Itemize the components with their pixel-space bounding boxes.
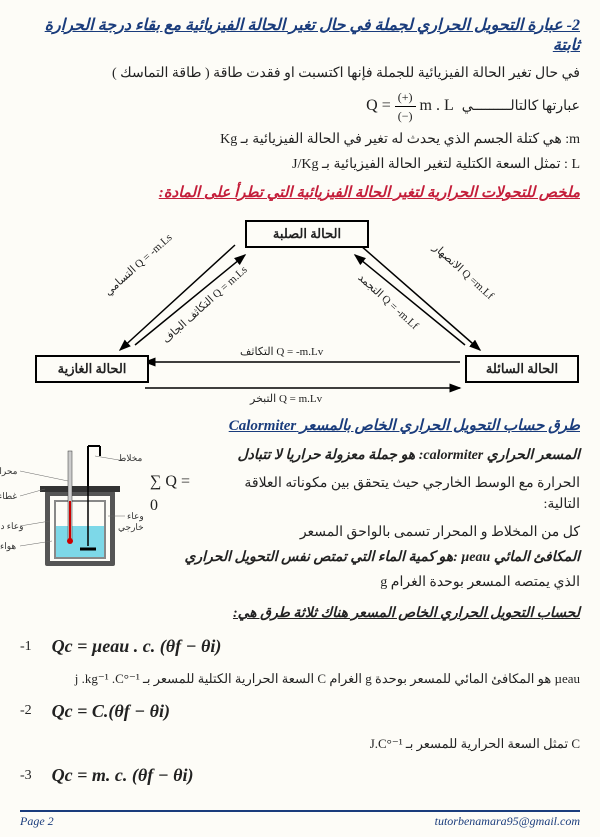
num-1: -1 (20, 639, 32, 655)
state-solid: الحالة الصلبة (245, 220, 369, 248)
label-inner: وعاء داخلي (0, 521, 24, 532)
label-outer: وعاء خارجي (118, 511, 144, 533)
def-l: L : تمثل السعة الكتلية لتغير الحالة الفي… (20, 154, 580, 175)
formula-ml: m . L (420, 97, 454, 114)
cal-def5: الذي يمتصه المسعر بوحدة الغرام g (150, 572, 580, 593)
methods-title: لحساب التحويل الحراري الخاص المسعر هناك … (20, 603, 580, 624)
page-footer: tutorbenamara95@gmail.com Page 2 (20, 810, 580, 829)
section-calorimeter-title: طرق حساب التحويل الحراري الخاص بالمسعر C… (20, 416, 580, 435)
frac-bot: (−) (395, 107, 416, 125)
explain-1: µeau هو المكافئ المائي للمسعر بوحدة g ال… (20, 669, 580, 689)
intro-text: في حال تغير الحالة الفيزيائية للجملة فإن… (20, 63, 580, 84)
calorimeter-diagram: مخلاط محرار غطاء وعاء خارجي وعاء داخلي ه… (20, 441, 140, 581)
formula-q: Q = (366, 97, 391, 114)
formula-label: عبارتها كالتالـــــــــي (462, 96, 580, 117)
state-liquid: الحالة السائلة (465, 355, 579, 383)
footer-email: tutorbenamara95@gmail.com (435, 814, 580, 829)
section-summary-title: ملخص للتحولات الحرارية لتغير الحالة الفي… (20, 183, 580, 202)
formula-m1: Qc = µeau . c. (θf − θi) (52, 636, 222, 657)
label-air: هواء (0, 541, 16, 552)
cal-def4: المكافئ المائي µeau :هو كمية الماء التي … (184, 550, 580, 565)
label-lid: غطاء (0, 491, 17, 502)
cal-def1: المسعر الحراري calormiter: هو جملة معزول… (237, 448, 580, 463)
main-title: 2- عبارة التحويل الحراري لجملة في حال تغ… (20, 15, 580, 55)
def-m: m: هي كتلة الجسم الذي يحدث له تغير في ال… (20, 129, 580, 150)
frac-top: (+) (395, 88, 416, 107)
phase-diagram: الحالة الصلبة الحالة السائلة الحالة الغا… (20, 210, 580, 410)
label-thermo: محرار (0, 466, 17, 477)
cal-equation: ∑ Q = 0 (150, 470, 201, 518)
label-mixer: مخلاط (118, 453, 142, 464)
label-condensation: التكاثف Q = -m.Lv (240, 345, 323, 358)
num-2: -2 (20, 703, 32, 719)
formula-m3: Qc = m. c. (θf − θi) (52, 765, 194, 786)
explain-2: C تمثل السعة الحرارية للمسعر بـ J.C°⁻¹ (20, 734, 580, 754)
footer-page: Page 2 (20, 814, 54, 829)
label-evaporation: التبخر Q = m.Lv (250, 392, 322, 405)
cal-def2: الحرارة مع الوسط الخارجي حيث يتحقق بين م… (211, 473, 580, 515)
formula-m2: Qc = C.(θf − θi) (52, 701, 170, 722)
cal-def3: كل من المخلاط و المحرار تسمى بالواحق الم… (150, 522, 580, 543)
state-gas: الحالة الغازية (35, 355, 149, 383)
num-3: -3 (20, 768, 32, 784)
